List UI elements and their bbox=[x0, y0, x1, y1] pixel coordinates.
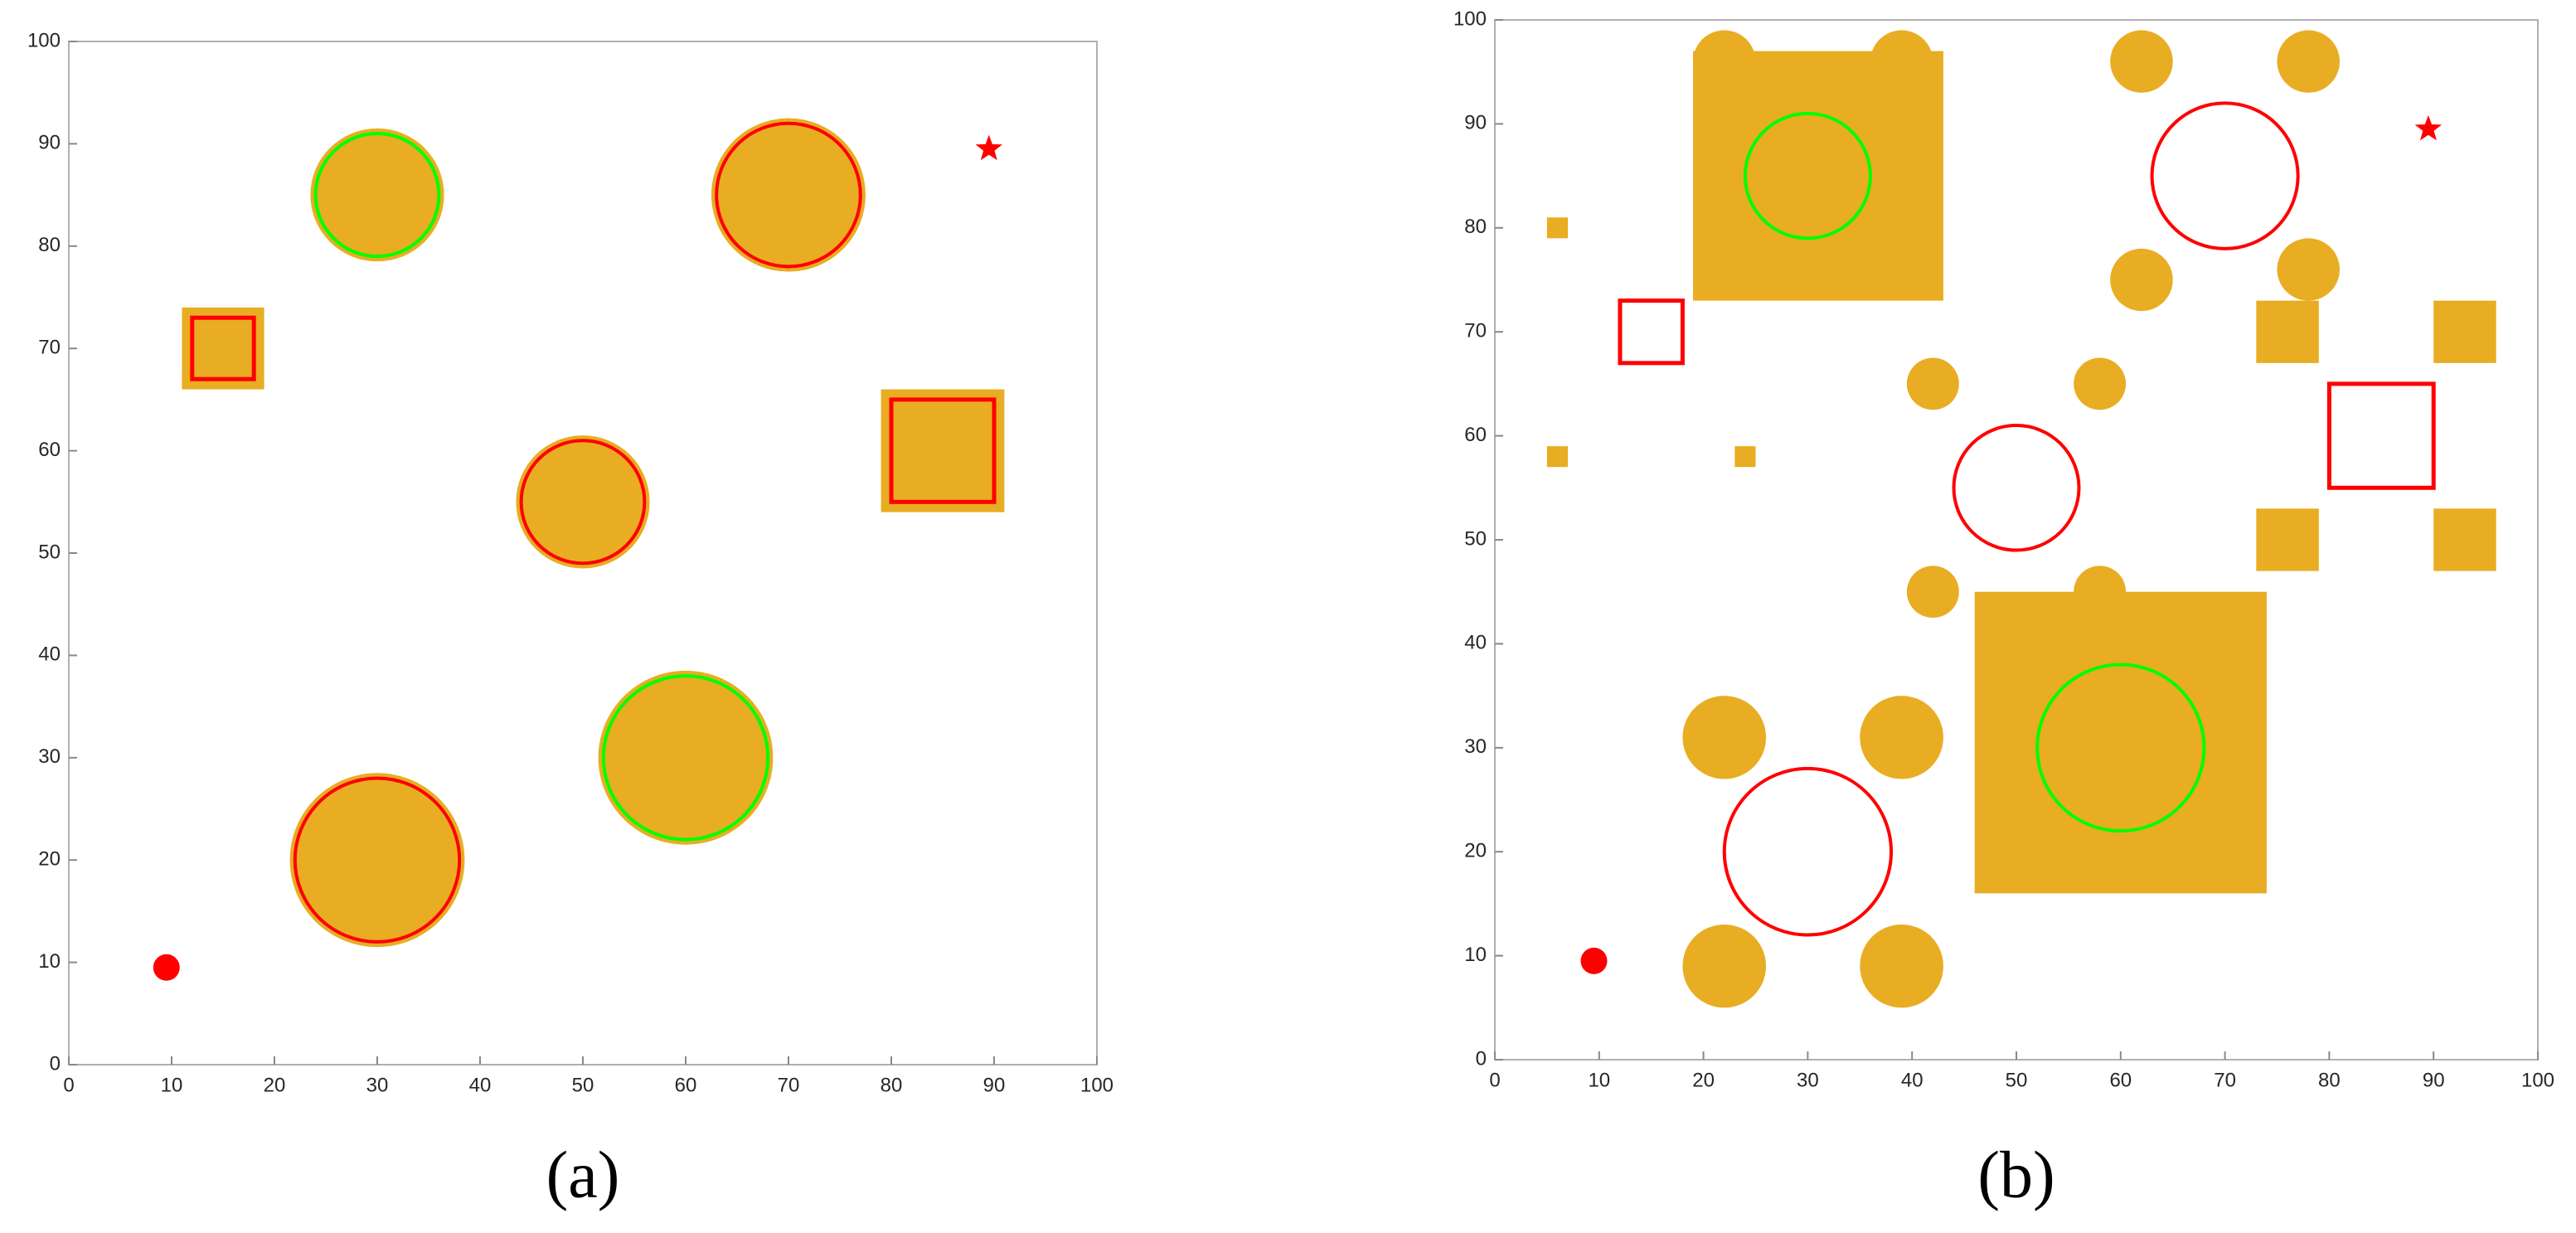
occupied-region bbox=[1870, 30, 1933, 93]
map-chart: 0 10 20 30 40 50 60 70 80 90 100 0 10 20 30 40 50 60 70 80 9… bbox=[27, 29, 1113, 1211]
circle-obstacle bbox=[519, 439, 647, 566]
occupied-region bbox=[1906, 357, 1959, 410]
y-tick-label: 40 bbox=[1464, 632, 1487, 654]
y-tick-label: 70 bbox=[1464, 320, 1487, 342]
x-tick-label: 40 bbox=[1901, 1069, 1924, 1091]
y-tick-label: 0 bbox=[1476, 1047, 1487, 1070]
x-tick-label: 80 bbox=[2318, 1069, 2341, 1091]
map-chart: 0 10 20 30 40 50 60 70 80 90 100 0 10 20 30 40 50 60 70 80 9… bbox=[1453, 7, 2554, 1211]
occupied-region bbox=[880, 389, 1005, 512]
circle-obstacle bbox=[715, 121, 862, 269]
y-tick-label: 100 bbox=[27, 29, 61, 51]
x-tick-label: 70 bbox=[2214, 1069, 2236, 1091]
y-tick-label: 30 bbox=[38, 745, 61, 768]
x-tick-label: 70 bbox=[778, 1074, 800, 1096]
square-obstacle bbox=[889, 397, 997, 504]
occupied-region bbox=[1682, 924, 1767, 1008]
occupied-region bbox=[1546, 446, 1569, 468]
y-tick-label: 100 bbox=[1453, 7, 1487, 30]
x-tick-label: 30 bbox=[366, 1074, 389, 1096]
occupied-region bbox=[1693, 51, 1943, 301]
circle-obstacle bbox=[313, 132, 441, 259]
square-obstacle bbox=[2326, 381, 2436, 490]
occupied-region bbox=[2256, 508, 2319, 571]
occupied-region bbox=[1860, 696, 1943, 779]
panel-label: (b) bbox=[1977, 1138, 2054, 1211]
occupied-region bbox=[289, 773, 465, 948]
occupied-region bbox=[1546, 217, 1569, 239]
y-tick-label: 20 bbox=[1464, 840, 1487, 862]
y-tick-label: 20 bbox=[38, 848, 61, 871]
panel-label: (a) bbox=[546, 1138, 620, 1211]
y-tick-label: 0 bbox=[50, 1052, 61, 1075]
occupied-region bbox=[2110, 30, 2173, 93]
plot-area bbox=[1494, 19, 2539, 1061]
square-obstacle bbox=[1618, 299, 1685, 366]
circle-obstacle bbox=[1952, 424, 2081, 552]
occupied-region bbox=[2277, 238, 2340, 301]
x-tick-label: 50 bbox=[2006, 1069, 2028, 1091]
occupied-region bbox=[711, 118, 866, 272]
occupied-region bbox=[1974, 591, 2267, 894]
occupied-region bbox=[1906, 566, 1959, 619]
circle-obstacle bbox=[601, 674, 770, 842]
x-tick-label: 10 bbox=[161, 1074, 183, 1096]
occupied-region bbox=[2110, 248, 2173, 312]
occupied-region bbox=[1860, 924, 1943, 1008]
circle-obstacle bbox=[2035, 663, 2206, 833]
y-tick-label: 10 bbox=[1464, 944, 1487, 966]
start-point bbox=[1580, 947, 1608, 974]
occupied-region bbox=[1682, 696, 1767, 779]
x-tick-label: 0 bbox=[63, 1074, 74, 1096]
x-tick-label: 40 bbox=[469, 1074, 492, 1096]
y-tick-label: 90 bbox=[38, 132, 61, 154]
x-tick-label: 60 bbox=[2109, 1069, 2132, 1091]
x-tick-label: 0 bbox=[1489, 1069, 1500, 1091]
y-tick-label: 60 bbox=[1464, 424, 1487, 446]
y-tick-label: 70 bbox=[38, 337, 61, 359]
occupied-region bbox=[2074, 357, 2127, 410]
y-tick-label: 10 bbox=[38, 950, 61, 973]
y-tick-label: 80 bbox=[38, 234, 61, 256]
goal-point bbox=[2414, 114, 2443, 141]
x-tick-label: 80 bbox=[880, 1074, 903, 1096]
start-point bbox=[153, 954, 180, 981]
occupied-region bbox=[2277, 30, 2340, 93]
x-tick-label: 10 bbox=[1588, 1069, 1610, 1091]
y-tick-label: 90 bbox=[1464, 112, 1487, 134]
y-tick-label: 80 bbox=[1464, 216, 1487, 238]
occupied-region bbox=[1734, 446, 1756, 468]
x-tick-label: 50 bbox=[572, 1074, 594, 1096]
occupied-region bbox=[2256, 300, 2319, 363]
occupied-region bbox=[2433, 508, 2496, 571]
x-tick-label: 90 bbox=[983, 1074, 1006, 1096]
occupied-region bbox=[310, 128, 444, 262]
y-tick-label: 50 bbox=[1464, 527, 1487, 550]
y-tick-label: 40 bbox=[38, 643, 61, 666]
circle-obstacle bbox=[1722, 766, 1894, 937]
y-tick-label: 60 bbox=[38, 439, 61, 461]
occupied-region bbox=[516, 435, 650, 569]
x-tick-label: 100 bbox=[1080, 1074, 1113, 1096]
occupied-region bbox=[598, 670, 774, 845]
circle-obstacle bbox=[1743, 111, 1872, 240]
goal-point bbox=[975, 134, 1002, 161]
x-tick-label: 100 bbox=[2521, 1069, 2554, 1091]
circle-obstacle bbox=[293, 776, 462, 944]
occupied-region bbox=[1693, 30, 1756, 93]
y-tick-label: 50 bbox=[38, 541, 61, 563]
x-tick-label: 30 bbox=[1797, 1069, 1819, 1091]
x-tick-label: 20 bbox=[264, 1074, 286, 1096]
square-obstacle bbox=[190, 315, 256, 381]
circle-obstacle bbox=[2150, 101, 2300, 250]
y-tick-label: 30 bbox=[1464, 735, 1487, 758]
x-tick-label: 90 bbox=[2423, 1069, 2445, 1091]
occupied-region bbox=[2433, 300, 2496, 363]
occupied-region bbox=[182, 307, 264, 390]
x-tick-label: 60 bbox=[675, 1074, 697, 1096]
x-tick-label: 20 bbox=[1692, 1069, 1715, 1091]
